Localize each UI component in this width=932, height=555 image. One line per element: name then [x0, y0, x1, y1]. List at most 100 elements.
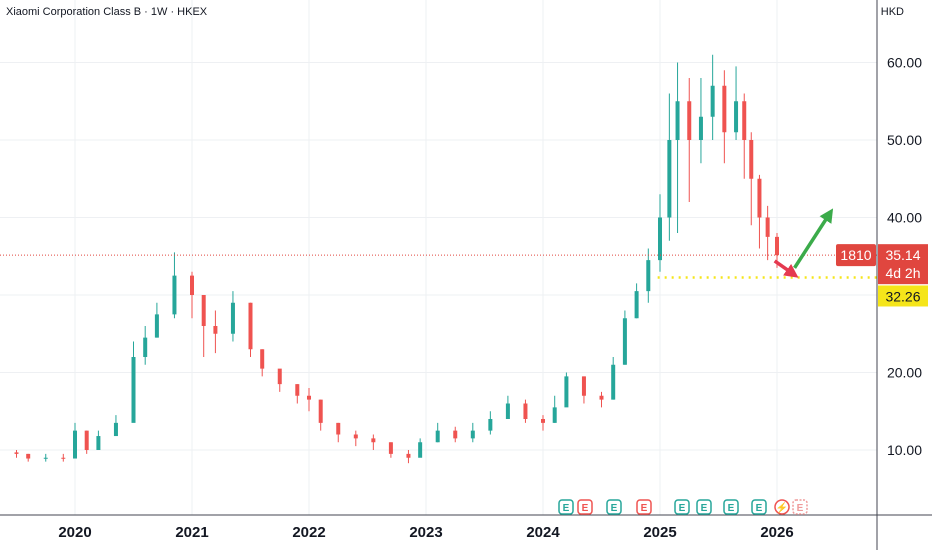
candle-body [14, 452, 19, 454]
candle[interactable] [765, 205, 770, 261]
candle[interactable] [581, 376, 586, 404]
split-event-icon[interactable]: ⚡ [774, 499, 790, 515]
candle[interactable] [190, 271, 194, 319]
price-badge [878, 244, 928, 285]
currency-label: HKD [880, 6, 904, 18]
candle[interactable] [73, 422, 77, 459]
candle[interactable] [230, 291, 235, 342]
candle-body [734, 101, 739, 133]
event-label: E [679, 503, 686, 514]
symbol-title[interactable]: Xiaomi Corporation Class B · 1W · HKEX [6, 6, 208, 18]
candle-body [336, 422, 341, 435]
candle[interactable] [722, 70, 727, 164]
candle[interactable] [260, 349, 265, 377]
candle[interactable] [318, 399, 323, 431]
candle[interactable] [488, 411, 493, 435]
candle[interactable] [96, 430, 101, 450]
candle[interactable] [687, 78, 692, 202]
candle-body [277, 368, 282, 385]
last-price-tag[interactable]: 1810 35.14 4d 2h [836, 244, 928, 285]
candle[interactable] [371, 434, 376, 451]
support-level-tag[interactable]: 32.26 [878, 285, 928, 307]
candle[interactable] [541, 415, 545, 431]
earnings-event-icon[interactable]: E [636, 499, 652, 515]
candle-body [260, 349, 265, 369]
candle-body [318, 399, 323, 423]
candle[interactable] [710, 54, 715, 140]
up-arrow[interactable] [793, 208, 834, 269]
bar-countdown-text: 4d 2h [885, 265, 920, 281]
earnings-event-icon[interactable]: E [577, 499, 593, 515]
candle[interactable] [453, 426, 458, 443]
candle[interactable] [552, 395, 557, 423]
candle[interactable] [435, 422, 440, 443]
candle-body [775, 236, 779, 256]
last-price-text: 35.14 [885, 247, 920, 263]
candle[interactable] [622, 310, 627, 365]
earnings-event-icon[interactable]: E [723, 499, 739, 515]
earnings-event-icon[interactable]: E [674, 499, 690, 515]
candle[interactable] [84, 430, 89, 454]
candle[interactable] [418, 438, 423, 458]
candle[interactable] [143, 326, 148, 365]
candle[interactable] [353, 430, 358, 447]
time-tick-label: 2023 [409, 524, 442, 541]
candle-body [73, 430, 77, 459]
candle-body [634, 291, 639, 319]
candle-body [406, 453, 411, 458]
earnings-event-icon[interactable]: E [792, 499, 808, 515]
event-label: E [563, 503, 570, 514]
candle[interactable] [406, 450, 411, 464]
candle[interactable] [505, 395, 510, 419]
candle-body [599, 395, 604, 400]
candle[interactable] [154, 302, 159, 338]
earnings-event-icon[interactable]: E [606, 499, 622, 515]
candle[interactable] [172, 252, 177, 319]
time-tick-label: 2026 [760, 524, 793, 541]
candle[interactable] [113, 415, 118, 437]
candle[interactable] [634, 283, 639, 319]
candle[interactable] [26, 453, 31, 462]
candle[interactable] [131, 341, 136, 423]
candle-body [698, 116, 703, 140]
earnings-event-icon[interactable]: E [751, 499, 767, 515]
earnings-event-icon[interactable]: E [558, 499, 574, 515]
candle-body [581, 376, 586, 396]
candle[interactable] [295, 384, 300, 404]
candle[interactable] [213, 310, 218, 354]
candle[interactable] [388, 442, 393, 458]
candle[interactable] [734, 66, 739, 140]
time-tick-label: 2025 [643, 524, 676, 541]
candle[interactable] [307, 388, 311, 412]
candle-body [667, 140, 672, 218]
candle[interactable] [658, 194, 662, 272]
candle[interactable] [61, 453, 66, 462]
candle[interactable] [523, 399, 528, 423]
time-tick-label: 2021 [175, 524, 208, 541]
candle[interactable] [201, 295, 206, 357]
candle[interactable] [564, 372, 569, 408]
candle[interactable] [248, 302, 253, 357]
event-label: ⚡ [776, 501, 788, 514]
candle-body [611, 364, 616, 400]
candle[interactable] [749, 132, 754, 226]
candle[interactable] [14, 450, 19, 458]
candle[interactable] [611, 357, 616, 400]
candle[interactable] [742, 93, 747, 179]
earnings-event-icon[interactable]: E [696, 499, 712, 515]
candle[interactable] [646, 248, 651, 303]
candle[interactable] [599, 391, 604, 408]
candle[interactable] [336, 422, 341, 443]
candle[interactable] [675, 62, 680, 234]
candle-body [470, 430, 475, 439]
candle[interactable] [43, 453, 48, 462]
candle[interactable] [667, 93, 672, 241]
candle[interactable] [277, 368, 282, 392]
candle-body [552, 407, 557, 423]
candle[interactable] [757, 174, 762, 249]
candle[interactable] [470, 422, 475, 443]
down-arrow[interactable] [773, 259, 799, 278]
candle[interactable] [698, 78, 703, 164]
